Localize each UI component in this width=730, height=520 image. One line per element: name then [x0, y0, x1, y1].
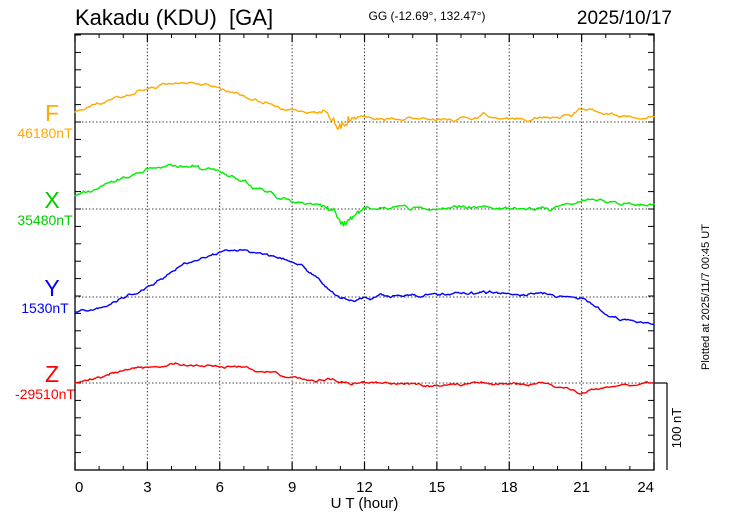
svg-text:3: 3	[143, 479, 151, 496]
svg-text:-29510nT: -29510nT	[15, 386, 75, 402]
svg-text:18: 18	[501, 479, 518, 496]
svg-text:9: 9	[288, 479, 296, 496]
svg-text:Plotted at 2025/11/7 00:45 UT: Plotted at 2025/11/7 00:45 UT	[700, 224, 712, 370]
svg-text:24: 24	[637, 479, 654, 496]
svg-text:46180nT: 46180nT	[17, 125, 73, 141]
svg-text:15: 15	[429, 479, 446, 496]
svg-text:Y: Y	[44, 275, 59, 301]
svg-text:U T (hour): U T (hour)	[331, 495, 399, 512]
svg-text:Z: Z	[45, 361, 59, 387]
svg-text:100 nT: 100 nT	[669, 408, 684, 449]
svg-text:1530nT: 1530nT	[21, 300, 69, 316]
svg-text:X: X	[44, 187, 59, 213]
svg-text:21: 21	[573, 479, 590, 496]
svg-text:GG (-12.69°, 132.47°): GG (-12.69°, 132.47°)	[369, 9, 486, 23]
svg-text:0: 0	[75, 479, 83, 496]
svg-text:F: F	[45, 100, 59, 126]
svg-text:2025/10/17: 2025/10/17	[577, 8, 672, 29]
svg-text:Kakadu (KDU) [GA]: Kakadu (KDU) [GA]	[75, 5, 273, 30]
svg-text:12: 12	[356, 479, 373, 496]
svg-text:6: 6	[216, 479, 224, 496]
svg-text:35480nT: 35480nT	[17, 212, 73, 228]
